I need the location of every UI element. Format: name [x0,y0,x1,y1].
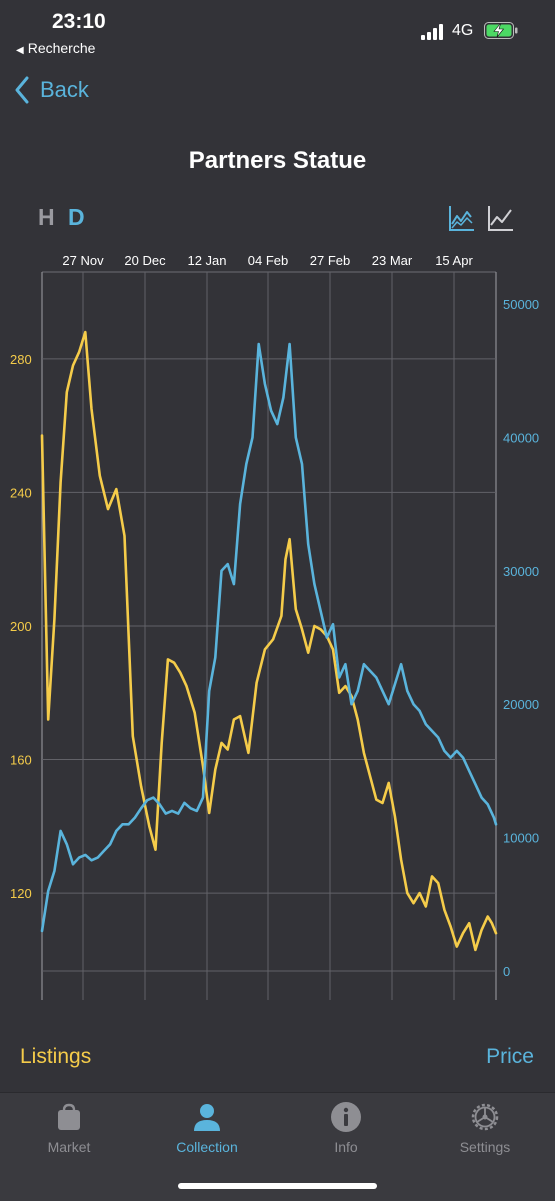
tab-bar: Market Collection Info Settings [0,1092,555,1201]
person-icon [194,1104,220,1131]
tab-info-label: Info [334,1139,358,1155]
dual-axis-line-chart[interactable]: 27 Nov 20 Dec 12 Jan 04 Feb 27 Feb 23 Mar 15 A… [0,240,555,1020]
y-left-tick-label: 120 [10,886,32,901]
line-chart-filled-icon[interactable] [448,204,476,232]
tab-collection-label: Collection [176,1139,238,1155]
tab-settings[interactable]: Settings [416,1093,554,1163]
tab-settings-label: Settings [459,1139,511,1155]
x-tick-label: 23 Mar [372,253,413,268]
y-left-tick-label: 160 [10,753,32,768]
tab-market-label: Market [47,1139,91,1155]
x-tick-label: 20 Dec [124,253,166,268]
back-app-label: Recherche [27,40,96,56]
x-tick-label: 27 Feb [310,253,350,268]
line-chart-icon[interactable] [487,204,515,232]
back-button-label: Back [40,77,89,102]
network-label: 4G [452,22,474,39]
back-to-app-link[interactable]: ◀ Recherche [16,40,95,56]
y-right-tick-label: 0 [503,964,510,979]
day-mode-button[interactable]: D [68,204,85,230]
tab-collection[interactable]: Collection [138,1093,276,1163]
back-button[interactable]: Back [14,74,89,106]
series-line-listings [40,330,498,952]
signal-icon [421,24,443,40]
back-triangle-icon: ◀ [16,45,24,56]
gear-icon [471,1103,499,1131]
hour-mode-button[interactable]: H [38,204,55,230]
y-right-tick-label: 30000 [503,564,539,579]
y-right-tick-label: 10000 [503,831,539,846]
chevron-left-icon [15,76,29,104]
tab-market[interactable]: Market [0,1093,138,1163]
y-right-tick-label: 20000 [503,697,539,712]
x-tick-label: 04 Feb [248,253,288,268]
x-tick-label: 12 Jan [187,253,226,268]
page-title: Partners Statue [188,147,367,174]
y-left-tick-label: 200 [10,619,32,634]
x-tick-label: 15 Apr [435,253,473,268]
series-line-price [40,342,498,933]
info-icon [331,1102,361,1132]
y-left-tick-label: 240 [10,485,32,500]
bag-icon [58,1103,80,1130]
home-indicator [178,1183,377,1189]
x-tick-label: 27 Nov [62,253,104,268]
status-time: 23:10 [52,10,106,33]
legend-price: Price [486,1045,534,1068]
y-right-tick-label: 50000 [503,297,539,312]
tab-info[interactable]: Info [277,1093,415,1163]
battery-charging-icon [484,22,518,39]
status-bar: 23:10 ◀ Recherche 4G [0,0,555,62]
legend-listings: Listings [20,1045,92,1068]
y-right-tick-label: 40000 [503,430,539,445]
y-left-tick-label: 280 [10,352,32,367]
